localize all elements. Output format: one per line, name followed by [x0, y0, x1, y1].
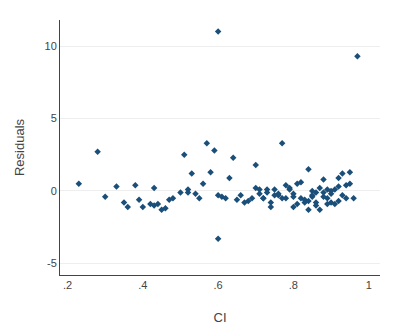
- svg-text:.6: .6: [214, 279, 223, 291]
- svg-text:10: 10: [45, 40, 57, 52]
- svg-text:-5: -5: [47, 257, 57, 269]
- svg-text:CI: CI: [214, 310, 227, 325]
- svg-text:0: 0: [51, 185, 57, 197]
- svg-text:Residuals: Residuals: [12, 118, 27, 176]
- svg-text:.2: .2: [63, 279, 72, 291]
- svg-text:.4: .4: [138, 279, 147, 291]
- svg-text:5: 5: [51, 112, 57, 124]
- svg-text:1: 1: [366, 279, 372, 291]
- svg-text:.8: .8: [289, 279, 298, 291]
